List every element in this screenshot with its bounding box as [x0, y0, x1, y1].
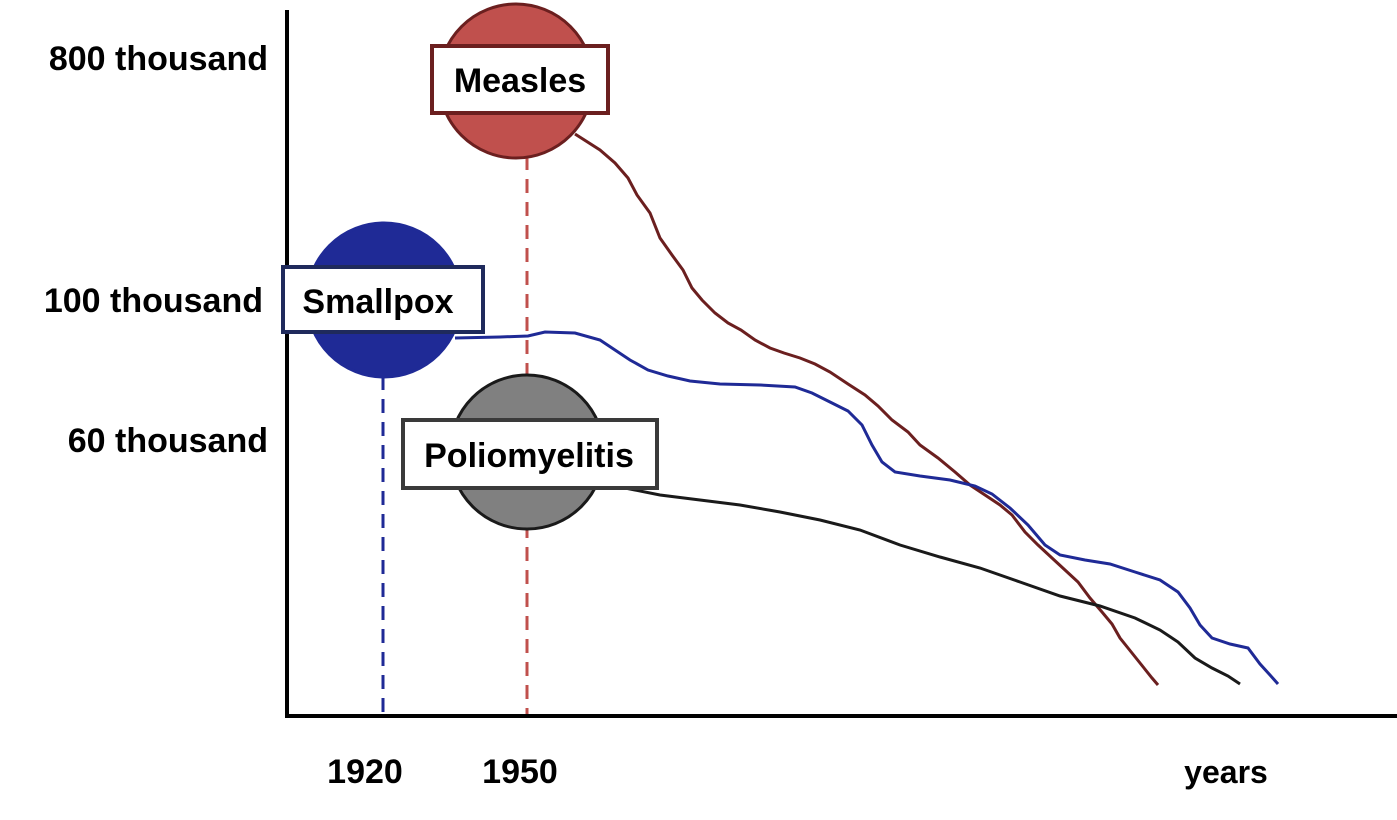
- measles-label-box: Measles: [430, 44, 610, 115]
- x-axis-label: years: [1184, 754, 1268, 790]
- series-line-measles: [574, 132, 1160, 686]
- series-name-poliomyelitis: Poliomyelitis: [424, 437, 634, 475]
- x-tick-label: 1920: [327, 753, 403, 791]
- poliomyelitis-label-box: Poliomyelitis: [401, 418, 659, 490]
- y-tick-label: 60 thousand: [68, 422, 268, 460]
- series-line-poliomyelitis: [624, 486, 1241, 686]
- series-line-smallpox: [454, 330, 1280, 685]
- series-name-smallpox: Smallpox: [302, 283, 453, 321]
- x-tick-label: 1950: [482, 753, 558, 791]
- y-tick-label: 100 thousand: [44, 282, 263, 320]
- series-name-measles: Measles: [454, 62, 586, 100]
- y-tick-label: 800 thousand: [49, 40, 268, 78]
- smallpox-label-box: Smallpox: [281, 265, 485, 334]
